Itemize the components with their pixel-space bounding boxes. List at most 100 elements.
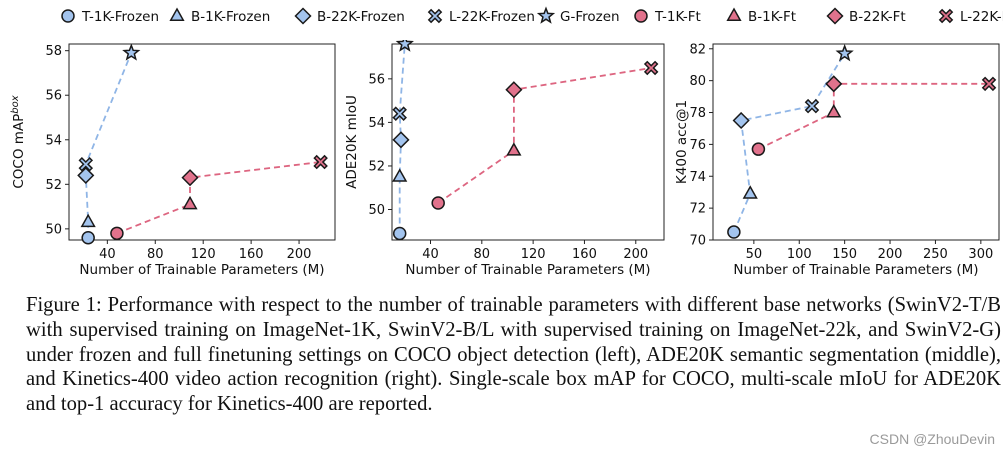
legend-item-g-frozen: G-Frozen — [536, 6, 620, 25]
y-tick-label: 78 — [689, 106, 706, 121]
y-tick-label: 82 — [689, 42, 706, 57]
x-tick-label: 40 — [99, 247, 116, 262]
legend-marker-circle-icon — [634, 9, 648, 23]
x-tick-label: 160 — [572, 247, 597, 262]
legend-label: B-1K-Frozen — [191, 9, 270, 25]
y-axis-label: K400 acc@1 — [674, 100, 690, 184]
x-tick-label: 150 — [832, 247, 857, 262]
x-tick-label: 120 — [521, 247, 546, 262]
x-tick-label: 200 — [287, 247, 312, 262]
legend-item-t-1k-ft: T-1K-Ft — [634, 9, 701, 25]
series-points-ft — [110, 154, 328, 241]
series-line-frozen — [84, 52, 133, 238]
chart-legend: T-1K-Frozen B-1K-Frozen B-22K-Frozen L-22K-… — [61, 6, 1003, 25]
data-point-b-22k-frozen — [732, 111, 750, 130]
legend-item-b-1k-ft: B-1K-Ft — [726, 7, 796, 25]
y-axis-label: ADE20K mIoU — [344, 95, 360, 189]
legend-label: G-Frozen — [560, 9, 620, 25]
data-point-t-1k-frozen — [392, 226, 407, 241]
plot-frame — [391, 43, 665, 241]
x-tick-label: 200 — [878, 247, 903, 262]
legend-marker-diamond-icon — [294, 7, 312, 25]
series-line-frozen — [733, 53, 846, 233]
legend-label: L-22K-Ft — [960, 9, 1003, 25]
data-point-l-22k-frozen — [804, 98, 820, 114]
data-point-b-22k-ft — [825, 75, 843, 93]
ade20k-chart: 40 80 120 160 200 50 52 54 56 Number of Trainable… — [344, 40, 665, 278]
x-axis-label: Number of Trainable Parameters (M) — [405, 262, 650, 278]
legend-label: B-22K-Ft — [849, 9, 906, 25]
plot-frame — [712, 43, 1000, 241]
legend-marker-diamond-icon — [826, 7, 844, 25]
y-axis-label-superscript: box — [10, 95, 21, 113]
y-tick-label: 70 — [689, 234, 706, 249]
data-point-b-1k-frozen — [80, 213, 96, 228]
y-tick-label: 54 — [45, 133, 62, 148]
series-points-frozen — [727, 43, 854, 239]
data-point-b-1k-ft — [182, 195, 198, 210]
series-points-ft — [751, 75, 997, 156]
x-tick-label: 80 — [147, 247, 164, 262]
y-tick-label: 50 — [368, 203, 385, 218]
data-point-b-22k-ft — [181, 169, 199, 187]
legend-item-l-22k-ft: L-22K-Ft — [938, 8, 1003, 25]
series-line-ft — [116, 161, 321, 235]
watermark: CSDN @ZhouDevin — [869, 431, 995, 447]
series-line-ft — [437, 67, 652, 204]
data-point-b-22k-frozen — [77, 166, 95, 184]
data-point-b-1k-frozen — [392, 168, 408, 182]
y-tick-label: 50 — [45, 222, 62, 237]
data-point-t-1k-ft — [431, 196, 445, 210]
y-tick-label: 54 — [368, 116, 385, 131]
legend-marker-triangle-icon — [726, 7, 742, 21]
legend-marker-star-icon — [536, 6, 556, 24]
data-point-b-1k-ft — [826, 103, 842, 118]
data-point-t-1k-frozen — [81, 231, 95, 245]
x-tick-label: 250 — [923, 247, 948, 262]
y-tick-label: 80 — [689, 74, 706, 89]
data-point-b-22k-ft — [505, 81, 523, 99]
data-point-t-1k-frozen — [727, 225, 741, 239]
data-point-l-22k-ft — [981, 76, 997, 92]
x-tick-label: 300 — [968, 247, 993, 262]
data-point-b-1k-frozen — [742, 185, 758, 199]
figure-caption: Figure 1: Performance with respect to th… — [26, 294, 1001, 416]
series-points-ft — [431, 60, 659, 210]
legend-marker-x-icon — [938, 8, 954, 24]
legend-item-b-22k-frozen: B-22K-Frozen — [294, 7, 405, 25]
legend-item-l-22k-frozen: L-22K-Frozen — [427, 8, 535, 25]
data-point-b-22k-frozen — [392, 131, 410, 149]
series-line-ft — [758, 82, 989, 151]
data-point-l-22k-ft — [643, 60, 659, 76]
x-tick-label: 120 — [191, 247, 216, 262]
data-point-g-frozen — [122, 43, 141, 61]
data-point-g-frozen — [835, 43, 854, 62]
y-tick-label: 56 — [45, 89, 62, 104]
data-point-l-22k-frozen — [392, 106, 407, 121]
y-tick-label: 56 — [368, 72, 385, 87]
legend-marker-circle-icon — [61, 9, 75, 23]
data-point-t-1k-ft — [751, 142, 766, 156]
y-axis-label: COCO mAPbox — [10, 95, 28, 188]
x-axis-label: Number of Trainable Parameters (M) — [733, 262, 978, 278]
y-tick-label: 58 — [45, 44, 62, 59]
data-point-b-1k-ft — [506, 142, 522, 156]
x-tick-label: 200 — [623, 247, 648, 262]
y-tick-label: 52 — [45, 178, 62, 193]
x-tick-label: 100 — [787, 247, 812, 262]
x-tick-label: 80 — [474, 247, 491, 262]
y-tick-label: 76 — [689, 138, 706, 153]
data-point-g-frozen — [395, 40, 414, 52]
legend-label: T-1K-Frozen — [81, 9, 159, 25]
legend-label: B-1K-Ft — [748, 9, 796, 25]
legend-label: L-22K-Frozen — [449, 9, 535, 25]
legend-marker-x-icon — [427, 8, 443, 24]
y-tick-label: 74 — [689, 170, 706, 185]
legend-item-t-1k-frozen: T-1K-Frozen — [61, 9, 159, 25]
legend-marker-triangle-icon — [169, 7, 185, 21]
y-tick-label: 72 — [689, 202, 706, 217]
y-tick-label: 52 — [368, 159, 385, 174]
x-axis-label: Number of Trainable Parameters (M) — [79, 262, 324, 278]
x-tick-label: 50 — [746, 247, 763, 262]
legend-label: T-1K-Ft — [654, 9, 701, 25]
